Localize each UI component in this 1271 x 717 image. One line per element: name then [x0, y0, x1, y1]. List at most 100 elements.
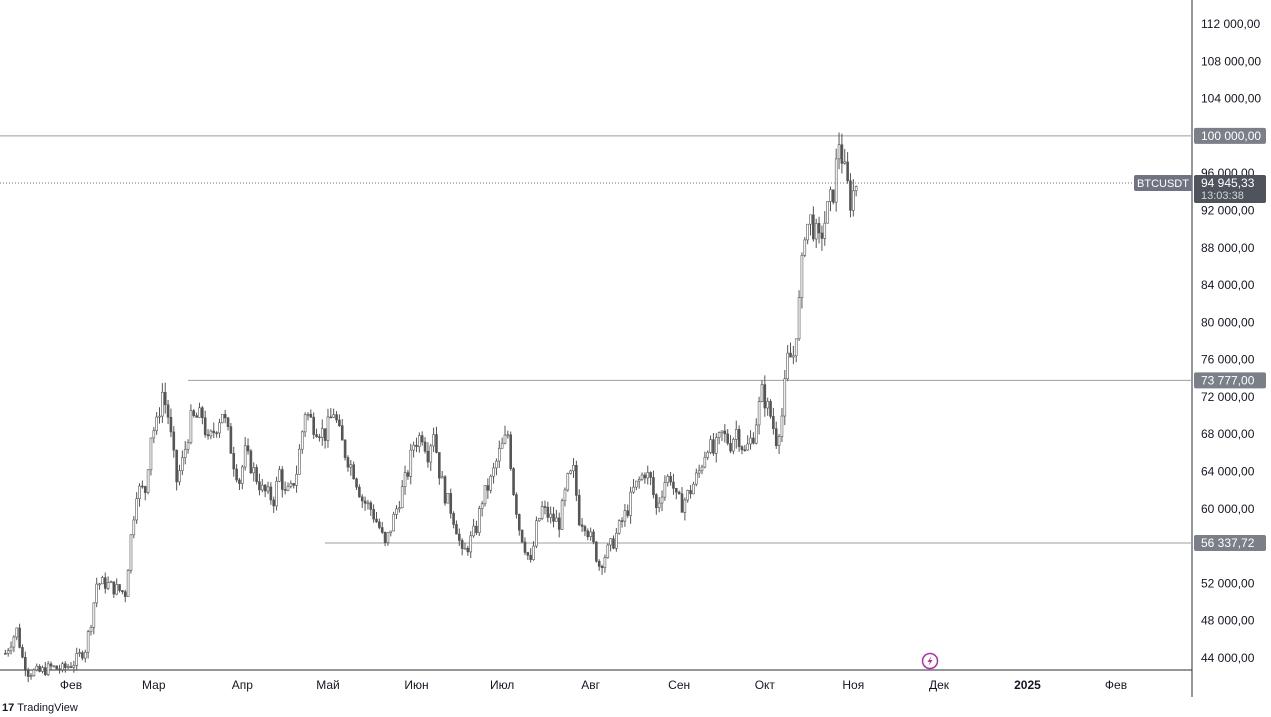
candle[interactable]	[318, 433, 321, 442]
candle[interactable]	[640, 472, 644, 481]
candle[interactable]	[540, 501, 544, 521]
candle[interactable]	[189, 404, 193, 445]
candle[interactable]	[686, 489, 690, 503]
candle[interactable]	[109, 580, 113, 584]
candle[interactable]	[520, 529, 524, 544]
candle[interactable]	[783, 370, 787, 426]
candle[interactable]	[854, 185, 858, 197]
candle[interactable]	[672, 473, 675, 495]
candle[interactable]	[726, 429, 729, 446]
candle[interactable]	[161, 383, 164, 423]
candle[interactable]	[637, 476, 641, 489]
candle[interactable]	[526, 551, 530, 560]
candle[interactable]	[737, 425, 741, 452]
candle[interactable]	[103, 572, 107, 594]
candle[interactable]	[500, 437, 504, 449]
candle[interactable]	[620, 517, 624, 528]
candle[interactable]	[646, 465, 650, 485]
candle[interactable]	[740, 445, 744, 455]
candle[interactable]	[809, 214, 812, 236]
candle[interactable]	[238, 477, 241, 491]
candle[interactable]	[532, 541, 535, 561]
candle[interactable]	[589, 527, 592, 541]
candle[interactable]	[829, 186, 832, 212]
candle[interactable]	[812, 206, 815, 242]
candle[interactable]	[249, 449, 253, 475]
candle[interactable]	[63, 661, 67, 673]
candle[interactable]	[223, 409, 227, 424]
candle[interactable]	[615, 528, 618, 552]
candle[interactable]	[720, 430, 724, 442]
candle[interactable]	[380, 522, 384, 534]
candle[interactable]	[400, 480, 404, 509]
candle[interactable]	[826, 201, 829, 224]
candle[interactable]	[58, 664, 61, 674]
candle[interactable]	[246, 438, 250, 455]
candle[interactable]	[432, 427, 435, 453]
candle[interactable]	[652, 470, 655, 499]
candle[interactable]	[418, 432, 421, 453]
candle[interactable]	[635, 480, 638, 491]
candle[interactable]	[683, 497, 687, 521]
candle[interactable]	[395, 505, 398, 520]
candle[interactable]	[329, 408, 333, 419]
candle[interactable]	[840, 133, 844, 174]
candle[interactable]	[843, 149, 847, 165]
candle[interactable]	[349, 459, 353, 476]
candle[interactable]	[18, 623, 21, 649]
candle[interactable]	[323, 428, 327, 449]
candle[interactable]	[46, 661, 50, 677]
candle[interactable]	[35, 663, 39, 672]
candle[interactable]	[752, 432, 755, 445]
candle[interactable]	[732, 437, 735, 455]
candle[interactable]	[797, 290, 801, 341]
candle[interactable]	[680, 487, 684, 513]
candle[interactable]	[789, 342, 792, 358]
candle[interactable]	[677, 490, 681, 495]
candle[interactable]	[26, 667, 30, 683]
candle[interactable]	[834, 148, 838, 212]
candle[interactable]	[572, 458, 575, 479]
candle[interactable]	[295, 465, 298, 493]
candle[interactable]	[443, 475, 447, 506]
candle[interactable]	[649, 471, 652, 486]
candle[interactable]	[483, 485, 487, 507]
candle[interactable]	[412, 441, 415, 458]
candle[interactable]	[546, 501, 550, 523]
candle[interactable]	[195, 412, 198, 418]
candle[interactable]	[269, 482, 273, 505]
candle[interactable]	[706, 450, 710, 460]
candle[interactable]	[800, 252, 804, 309]
candle[interactable]	[612, 535, 615, 550]
candle[interactable]	[78, 648, 81, 657]
candle[interactable]	[823, 211, 827, 246]
candle[interactable]	[52, 665, 56, 668]
candle[interactable]	[657, 497, 661, 513]
candle[interactable]	[837, 132, 841, 170]
candle[interactable]	[557, 512, 561, 538]
candle[interactable]	[403, 465, 407, 495]
candle[interactable]	[392, 511, 395, 532]
candle[interactable]	[700, 464, 704, 475]
candle[interactable]	[600, 564, 604, 575]
candle[interactable]	[320, 419, 324, 446]
candle[interactable]	[754, 418, 758, 445]
candle[interactable]	[186, 439, 190, 454]
candle[interactable]	[492, 462, 495, 484]
candle[interactable]	[575, 460, 578, 502]
candle[interactable]	[440, 470, 444, 479]
candle[interactable]	[312, 412, 315, 439]
candle[interactable]	[123, 589, 127, 603]
candle[interactable]	[106, 576, 110, 591]
candle[interactable]	[372, 504, 375, 523]
candle[interactable]	[692, 481, 695, 495]
candle[interactable]	[298, 444, 301, 475]
candle[interactable]	[72, 660, 76, 673]
candle[interactable]	[697, 464, 701, 478]
candle[interactable]	[506, 430, 510, 439]
candle[interactable]	[89, 624, 93, 636]
candle[interactable]	[512, 467, 515, 496]
candle[interactable]	[21, 644, 24, 659]
candle[interactable]	[552, 506, 555, 528]
